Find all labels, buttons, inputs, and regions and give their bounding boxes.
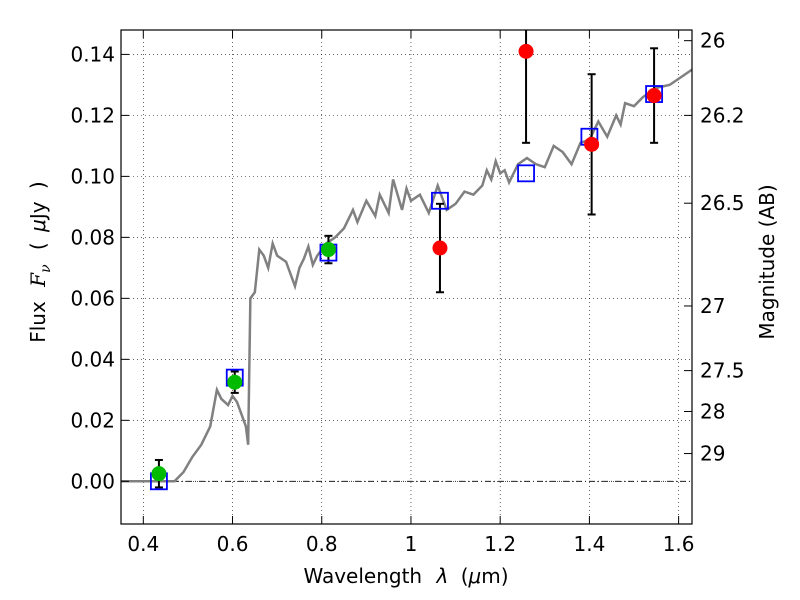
magnitude-tick-label: 26 — [700, 29, 725, 53]
y-tick-label: 0.08 — [70, 225, 115, 249]
y-tick-label: 0.00 — [70, 469, 115, 493]
right-axis-label: Magnitude (AB) — [755, 184, 779, 339]
y-tick-label: 0.14 — [70, 42, 115, 66]
y-tick-labels: 0.00 0.02 0.04 0.06 0.08 0.10 0.12 0.14 — [70, 42, 115, 493]
y-axis-label-open-paren: ( — [26, 242, 50, 250]
plot-frame — [120, 29, 693, 525]
x-axis-label-unit: m) — [481, 564, 508, 588]
y-tick-label: 0.12 — [70, 103, 115, 127]
x-tick-labels: 0.4 0.6 0.8 1 1.2 1.4 1.6 — [127, 532, 694, 556]
x-tick-label: 0.4 — [127, 532, 159, 556]
y-axis-label-nu: ν — [38, 264, 54, 273]
axis-ticks — [121, 30, 692, 524]
y-axis-label: Flux Fν ( μJy ) — [26, 181, 55, 343]
detection-points — [151, 43, 662, 482]
x-tick-label: 1.6 — [663, 532, 695, 556]
magnitude-tick-labels: 26 26.2 26.5 27 27.5 28 29 — [700, 29, 745, 466]
optical-detection-point — [227, 374, 243, 390]
optical-detection-point — [151, 466, 167, 482]
x-tick-label: 0.6 — [217, 532, 249, 556]
model-square — [517, 164, 535, 183]
y-tick-label: 0.02 — [70, 408, 115, 432]
magnitude-tick-label: 26.2 — [700, 103, 745, 127]
magnitude-tick-label: 27.5 — [700, 359, 745, 383]
magnitude-tick-label: 29 — [700, 442, 725, 466]
magnitude-tick-label: 28 — [700, 399, 725, 423]
nir-detection-point — [518, 43, 534, 59]
x-axis-label-mu: μ — [468, 564, 482, 588]
x-axis-label-lambda: λ — [435, 564, 448, 588]
optical-detection-point — [320, 242, 336, 258]
y-tick-label: 0.06 — [70, 286, 115, 310]
x-tick-label: 1 — [405, 532, 418, 556]
y-tick-label: 0.04 — [70, 347, 115, 371]
y-axis-label-mu: μ — [26, 219, 50, 233]
x-tick-label: 1.4 — [573, 532, 605, 556]
magnitude-tick-label: 27 — [700, 294, 725, 318]
x-axis-label: Wavelength λ (μm) — [303, 564, 508, 588]
x-axis-label-open-paren: ( — [461, 564, 469, 588]
y-axis-label-word: Flux — [26, 301, 50, 343]
y-axis-label-unit: Jy — [26, 201, 50, 221]
nir-detection-point — [432, 240, 448, 256]
nir-detection-point — [584, 136, 600, 152]
y-axis-label-close-paren: ) — [26, 181, 50, 189]
x-axis-label-word: Wavelength — [303, 564, 422, 588]
model-square — [431, 191, 449, 210]
nir-detection-point — [646, 88, 662, 104]
y-tick-label: 0.10 — [70, 164, 115, 188]
model-spectrum-line — [121, 68, 693, 483]
x-tick-label: 1.2 — [484, 532, 516, 556]
magnitude-tick-label: 26.5 — [700, 191, 745, 215]
x-tick-label: 0.8 — [306, 532, 338, 556]
y-axis-label-f: F — [26, 272, 50, 288]
